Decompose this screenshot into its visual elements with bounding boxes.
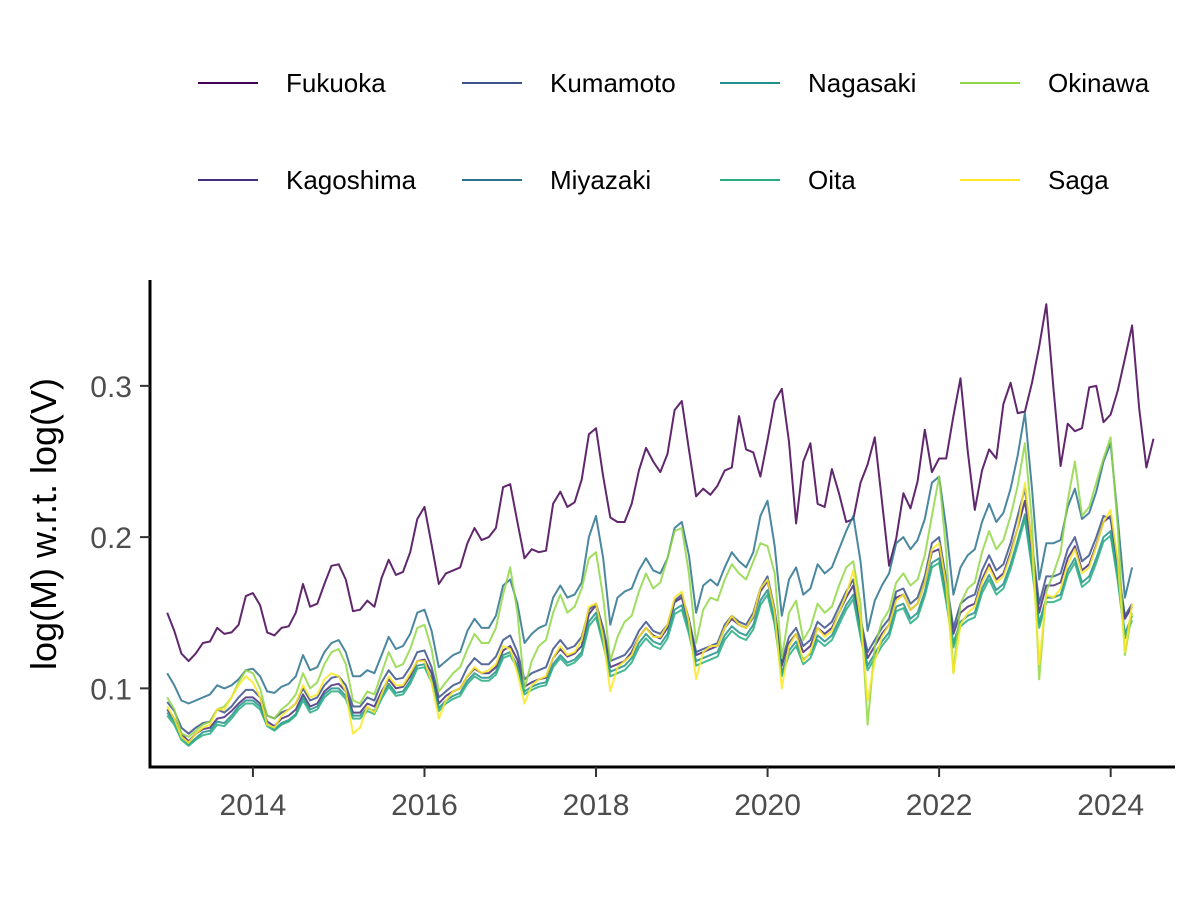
y-axis-title: log(M) w.r.t. log(V) bbox=[23, 378, 64, 670]
legend-item-kagoshima: Kagoshima bbox=[198, 165, 417, 195]
legend: Fukuoka Kagoshima Kumamoto Miyazaki Nagasaki… bbox=[198, 68, 1150, 195]
legend-label: Miyazaki bbox=[550, 165, 651, 195]
legend-label: Oita bbox=[808, 165, 856, 195]
series-line-fukuoka bbox=[166, 303, 1155, 663]
axes bbox=[148, 280, 1175, 769]
x-axis-ticks: 2014 2016 2018 2020 2022 2024 bbox=[220, 767, 1144, 822]
y-axis-ticks: 0.1 0.2 0.3 bbox=[90, 371, 150, 706]
plot-area bbox=[166, 303, 1155, 747]
legend-label: Kumamoto bbox=[550, 68, 676, 98]
x-tick-label: 2024 bbox=[1077, 789, 1144, 822]
legend-label: Fukuoka bbox=[286, 68, 386, 98]
x-tick-label: 2016 bbox=[391, 789, 458, 822]
series-line-kumamoto bbox=[166, 487, 1133, 735]
x-tick-label: 2018 bbox=[563, 789, 630, 822]
series-line-okinawa bbox=[166, 436, 1134, 738]
x-tick-label: 2020 bbox=[734, 789, 801, 822]
legend-item-miyazaki: Miyazaki bbox=[462, 165, 651, 195]
legend-item-nagasaki: Nagasaki bbox=[720, 68, 916, 98]
legend-label: Kagoshima bbox=[286, 165, 417, 195]
y-tick-label: 0.3 bbox=[90, 371, 132, 404]
legend-item-oita: Oita bbox=[720, 165, 856, 195]
y-tick-label: 0.2 bbox=[90, 522, 132, 555]
legend-item-saga: Saga bbox=[960, 165, 1109, 195]
legend-label: Nagasaki bbox=[808, 68, 916, 98]
y-tick-label: 0.1 bbox=[90, 673, 132, 706]
series-line-saga bbox=[166, 481, 1134, 744]
legend-item-fukuoka: Fukuoka bbox=[198, 68, 386, 98]
legend-item-kumamoto: Kumamoto bbox=[462, 68, 676, 98]
x-tick-label: 2022 bbox=[906, 789, 973, 822]
x-tick-label: 2014 bbox=[220, 789, 287, 822]
series-line-nagasaki bbox=[166, 513, 1134, 746]
legend-label: Saga bbox=[1048, 165, 1109, 195]
series-line-miyazaki bbox=[166, 412, 1134, 705]
legend-item-okinawa: Okinawa bbox=[960, 68, 1150, 98]
series-line-oita bbox=[166, 518, 1134, 747]
legend-label: Okinawa bbox=[1048, 68, 1150, 98]
